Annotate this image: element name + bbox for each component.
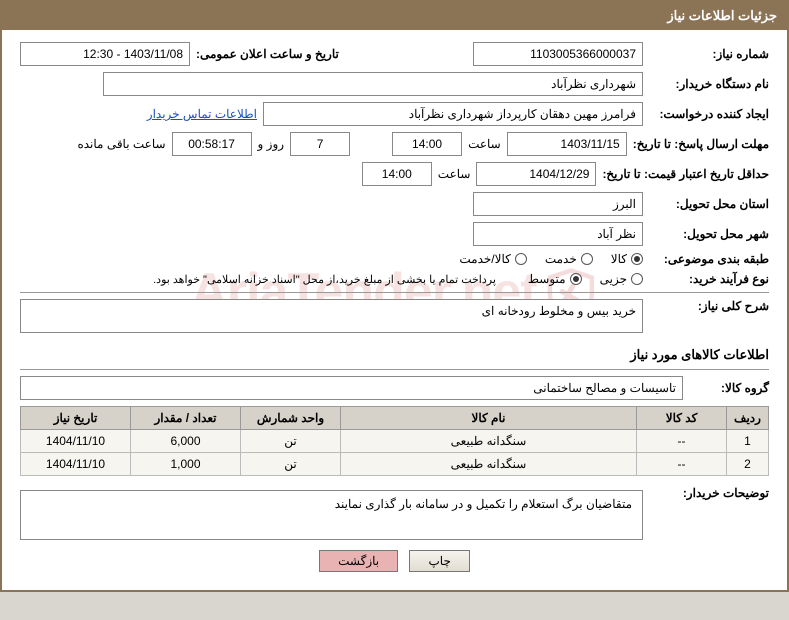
row-requester: ایجاد کننده درخواست: فرامرز مهین دهقان ک… [20, 102, 769, 126]
row-purchase-type: نوع فرآیند خرید: جزیی متوسط پرداخت تمام ی… [20, 272, 769, 286]
goods-table: ردیفکد کالانام کالاواحد شمارشتعداد / مقد… [20, 406, 769, 476]
table-body: 1--سنگدانه طبیعیتن6,0001404/11/102--سنگد… [21, 430, 769, 476]
row-validity: حداقل تاریخ اعتبار قیمت: تا تاریخ: 1404/… [20, 162, 769, 186]
table-header-cell: ردیف [727, 407, 769, 430]
table-cell: 1 [727, 430, 769, 453]
radio-dot-icon [570, 273, 582, 285]
table-row: 1--سنگدانه طبیعیتن6,0001404/11/10 [21, 430, 769, 453]
section-goods-info: اطلاعات کالاهای مورد نیاز [20, 347, 769, 363]
label-time-1: ساعت [468, 137, 501, 151]
button-row: چاپ بازگشت [20, 550, 769, 572]
label-goods-group: گروه کالا: [689, 381, 769, 395]
table-cell: -- [637, 453, 727, 476]
purchase-radio-option-0[interactable]: جزیی [600, 272, 643, 286]
subject-radio-option-0[interactable]: کالا [611, 252, 643, 266]
table-header-cell: کد کالا [637, 407, 727, 430]
field-validity-time: 14:00 [362, 162, 432, 186]
table-cell: 2 [727, 453, 769, 476]
label-city: شهر محل تحویل: [649, 227, 769, 241]
table-header-cell: تاریخ نیاز [21, 407, 131, 430]
field-need-summary: خرید بیس و مخلوط رودخانه ای [20, 299, 643, 333]
row-response-deadline: مهلت ارسال پاسخ: تا تاریخ: 1403/11/15 سا… [20, 132, 769, 156]
label-province: استان محل تحویل: [649, 197, 769, 211]
header-bar: جزئیات اطلاعات نیاز [2, 2, 787, 30]
table-header-cell: واحد شمارش [241, 407, 341, 430]
field-requester: فرامرز مهین دهقان کارپرداز شهرداری نظرآب… [263, 102, 643, 126]
field-validity-date: 1404/12/29 [476, 162, 596, 186]
row-subject-class: طبقه بندی موضوعی: کالا خدمت کالا/خدمت [20, 252, 769, 266]
label-time-remaining: ساعت باقی مانده [77, 137, 165, 151]
row-province: استان محل تحویل: البرز [20, 192, 769, 216]
row-need-no: شماره نیاز: 1103005366000037 تاریخ و ساع… [20, 42, 769, 66]
table-cell: سنگدانه طبیعی [341, 453, 637, 476]
table-cell: -- [637, 430, 727, 453]
table-cell: 1404/11/10 [21, 453, 131, 476]
buyer-contact-link[interactable]: اطلاعات تماس خریدار [147, 107, 257, 121]
divider-2 [20, 369, 769, 370]
field-public-date: 1403/11/08 - 12:30 [20, 42, 190, 66]
table-cell: تن [241, 430, 341, 453]
table-cell: سنگدانه طبیعی [341, 430, 637, 453]
table-cell: 6,000 [131, 430, 241, 453]
header-title: جزئیات اطلاعات نیاز [667, 8, 777, 23]
row-buyer-notes: توضیحات خریدار: متقاضیان برگ استعلام را … [20, 486, 769, 540]
radio-label: کالا [611, 252, 627, 266]
radio-dot-icon [581, 253, 593, 265]
payment-note: پرداخت تمام یا بخشی از مبلغ خرید،از محل … [153, 273, 496, 286]
field-resp-time: 14:00 [392, 132, 462, 156]
purchase-radio-group: جزیی متوسط [528, 272, 643, 286]
table-header-row: ردیفکد کالانام کالاواحد شمارشتعداد / مقد… [21, 407, 769, 430]
radio-dot-icon [631, 273, 643, 285]
field-resp-date: 1403/11/15 [507, 132, 627, 156]
subject-radio-group: کالا خدمت کالا/خدمت [459, 252, 643, 266]
field-goods-group: تاسیسات و مصالح ساختمانی [20, 376, 683, 400]
field-buyer-org: شهرداری نظرآباد [103, 72, 643, 96]
field-buyer-notes: متقاضیان برگ استعلام را تکمیل و در سامان… [20, 490, 643, 540]
label-validity: حداقل تاریخ اعتبار قیمت: تا تاریخ: [602, 167, 769, 181]
field-days-left: 7 [290, 132, 350, 156]
purchase-radio-option-1[interactable]: متوسط [528, 272, 582, 286]
row-goods-group: گروه کالا: تاسیسات و مصالح ساختمانی [20, 376, 769, 400]
table-cell: تن [241, 453, 341, 476]
label-time-2: ساعت [438, 167, 471, 181]
radio-dot-icon [631, 253, 643, 265]
radio-label: متوسط [528, 272, 566, 286]
radio-label: جزیی [600, 272, 627, 286]
field-city: نظر آباد [473, 222, 643, 246]
back-button[interactable]: بازگشت [319, 550, 398, 572]
field-need-no: 1103005366000037 [473, 42, 643, 66]
label-requester: ایجاد کننده درخواست: [649, 107, 769, 121]
label-subject-class: طبقه بندی موضوعی: [649, 252, 769, 266]
field-province: البرز [473, 192, 643, 216]
row-buyer-org: نام دستگاه خریدار: شهرداری نظرآباد [20, 72, 769, 96]
row-city: شهر محل تحویل: نظر آباد [20, 222, 769, 246]
table-row: 2--سنگدانه طبیعیتن1,0001404/11/10 [21, 453, 769, 476]
content-area: شماره نیاز: 1103005366000037 تاریخ و ساع… [2, 30, 787, 580]
row-need-summary: شرح کلی نیاز: خرید بیس و مخلوط رودخانه ا… [20, 299, 769, 333]
subject-radio-option-1[interactable]: خدمت [545, 252, 593, 266]
label-public-date: تاریخ و ساعت اعلان عمومی: [196, 47, 339, 61]
table-cell: 1404/11/10 [21, 430, 131, 453]
radio-dot-icon [515, 253, 527, 265]
table-header-cell: نام کالا [341, 407, 637, 430]
radio-label: کالا/خدمت [459, 252, 510, 266]
print-button[interactable]: چاپ [409, 550, 469, 572]
label-buyer-org: نام دستگاه خریدار: [649, 77, 769, 91]
radio-label: خدمت [545, 252, 577, 266]
page-container: جزئیات اطلاعات نیاز AriaTender.net شماره… [0, 0, 789, 592]
field-time-left: 00:58:17 [172, 132, 252, 156]
label-need-summary: شرح کلی نیاز: [649, 299, 769, 313]
label-buyer-notes: توضیحات خریدار: [649, 486, 769, 500]
label-purchase-type: نوع فرآیند خرید: [649, 272, 769, 286]
subject-radio-option-2[interactable]: کالا/خدمت [459, 252, 526, 266]
label-need-no: شماره نیاز: [649, 47, 769, 61]
divider-1 [20, 292, 769, 293]
table-header-cell: تعداد / مقدار [131, 407, 241, 430]
label-days-and: روز و [258, 137, 285, 151]
label-response-deadline: مهلت ارسال پاسخ: تا تاریخ: [633, 137, 769, 151]
table-cell: 1,000 [131, 453, 241, 476]
